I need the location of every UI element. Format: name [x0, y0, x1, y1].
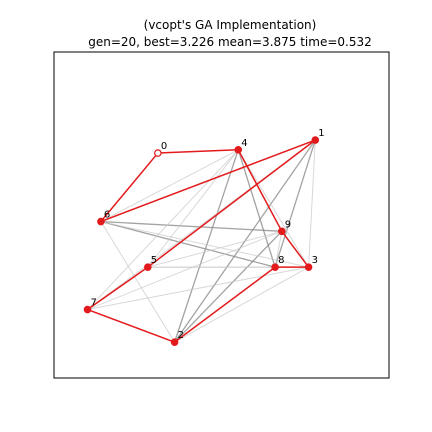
- candidate-edge: [100, 221, 176, 343]
- node-label: 0: [161, 141, 167, 152]
- node-label: 5: [151, 255, 157, 266]
- node-label: 4: [241, 138, 247, 149]
- candidate-edges: [87, 139, 316, 343]
- city-node: [170, 338, 179, 346]
- chart-title-line1: (vcopt's GA Implementation): [144, 18, 317, 32]
- route-edge: [100, 139, 316, 223]
- route-edge: [237, 149, 283, 232]
- city-node: [271, 263, 279, 271]
- candidate-edge: [87, 149, 239, 310]
- candidate-edge: [147, 230, 282, 268]
- city-node: [311, 136, 320, 144]
- city-node: [277, 227, 286, 236]
- candidate-edge: [87, 230, 282, 311]
- plot-area: 0 1 2 3 4 5 6 7 8 9: [53, 51, 390, 379]
- node-label: 7: [91, 298, 97, 309]
- candidate-edge: [237, 149, 276, 268]
- node-label: 2: [178, 330, 184, 341]
- node-label: 3: [312, 255, 318, 266]
- city-node: [304, 263, 313, 271]
- route-edge: [281, 230, 310, 268]
- candidate-edge: [174, 230, 283, 343]
- city-node: [83, 305, 92, 314]
- candidate-edge: [274, 231, 283, 268]
- candidate-edge: [100, 220, 282, 232]
- candidate-edge: [274, 139, 316, 268]
- best-route: [87, 139, 316, 343]
- candidate-edge: [237, 149, 310, 268]
- candidate-edge: [147, 149, 239, 268]
- route-edge: [174, 266, 276, 343]
- node-label: 8: [278, 255, 284, 266]
- candidate-edge: [100, 149, 239, 222]
- route-edge: [147, 139, 316, 268]
- route-edge: [87, 308, 175, 343]
- candidate-edge: [87, 266, 309, 311]
- candidate-edge: [308, 139, 316, 268]
- city-nodes: 0 1 2 3 4 5 6 7 8 9: [83, 128, 325, 346]
- candidate-edge: [100, 221, 309, 268]
- route-edge: [87, 266, 149, 311]
- route-edge: [100, 152, 159, 222]
- node-label: 6: [104, 210, 110, 221]
- candidate-edge: [173, 149, 239, 343]
- candidate-edge: [100, 220, 276, 268]
- candidate-edge: [174, 266, 309, 343]
- chart-title-line2: gen=20, best=3.226 mean=3.875 time=0.532: [88, 35, 372, 49]
- axes-frame: [53, 51, 390, 379]
- route-edge: [157, 149, 239, 154]
- city-node: [97, 217, 105, 226]
- node-label: 1: [318, 128, 324, 139]
- city-node: [144, 263, 152, 271]
- start-node: [154, 149, 162, 157]
- city-node: [234, 146, 243, 154]
- node-label: 9: [285, 219, 291, 230]
